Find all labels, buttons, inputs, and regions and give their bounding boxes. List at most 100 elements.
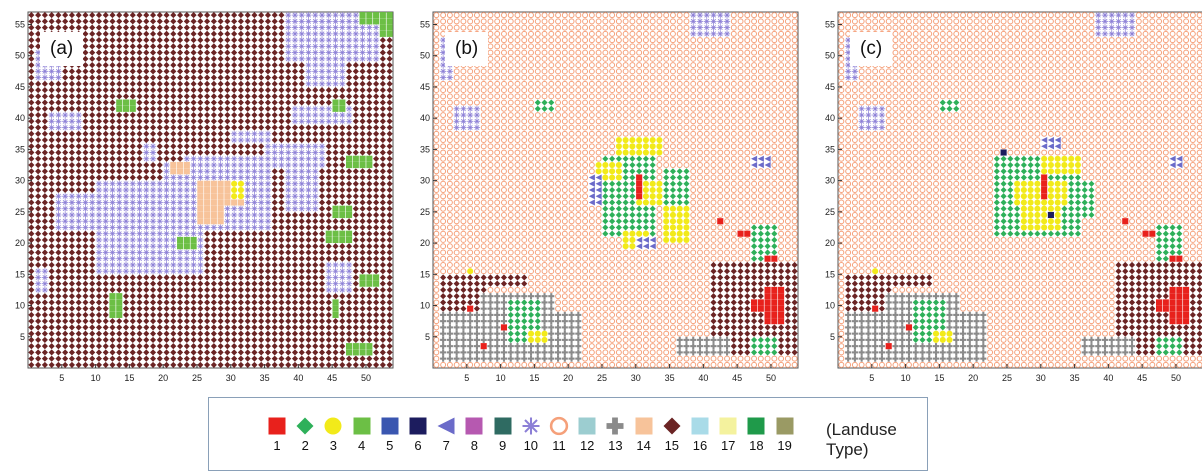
landuse-cell xyxy=(197,218,203,224)
landuse-cell xyxy=(602,168,608,174)
landuse-cell xyxy=(332,43,338,49)
landuse-cell xyxy=(305,106,311,112)
landuse-cell xyxy=(623,149,629,155)
landuse-cell xyxy=(245,156,251,162)
landuse-cell xyxy=(136,231,142,237)
landuse-cell xyxy=(197,156,203,162)
x-tick-label: 15 xyxy=(124,373,134,383)
landuse-cell xyxy=(103,231,109,237)
landuse-cell xyxy=(650,187,656,193)
landuse-cell xyxy=(319,50,325,56)
landuse-cell xyxy=(211,174,217,180)
landuse-cell xyxy=(332,106,338,112)
landuse-cell xyxy=(82,218,88,224)
landuse-cell xyxy=(224,193,230,199)
landuse-cell xyxy=(136,181,142,187)
x-tick-label: 40 xyxy=(293,373,303,383)
landuse-cell xyxy=(231,187,237,193)
landuse-cell xyxy=(373,281,379,287)
landuse-cell xyxy=(285,174,291,180)
landuse-cell xyxy=(157,218,163,224)
landuse-cell xyxy=(89,218,95,224)
landuse-cell xyxy=(123,199,129,205)
landuse-cell xyxy=(211,224,217,230)
landuse-cell xyxy=(265,206,271,212)
landuse-cell xyxy=(69,212,75,218)
landuse-cell xyxy=(312,75,318,81)
landuse-cell xyxy=(89,206,95,212)
landuse-cell xyxy=(191,199,197,205)
landuse-cell xyxy=(305,75,311,81)
landuse-cell xyxy=(447,68,453,74)
landuse-cell xyxy=(116,312,122,318)
landuse-cell xyxy=(184,156,190,162)
landuse-cell xyxy=(238,137,244,143)
landuse-cell xyxy=(231,224,237,230)
landuse-cell xyxy=(353,12,359,18)
landuse-cell xyxy=(305,181,311,187)
landuse-cell xyxy=(130,206,136,212)
landuse-cell xyxy=(332,50,338,56)
landuse-cell xyxy=(164,174,170,180)
landuse-cell xyxy=(96,212,102,218)
landuse-cell xyxy=(62,206,68,212)
landuse-cell xyxy=(109,312,115,318)
landuse-cell xyxy=(332,100,338,106)
landuse-cell xyxy=(76,218,82,224)
landuse-cell xyxy=(353,18,359,24)
landuse-cell xyxy=(299,162,305,168)
landuse-cell xyxy=(258,168,264,174)
landuse-cell xyxy=(346,349,352,355)
landuse-cell xyxy=(76,212,82,218)
landuse-cell xyxy=(265,131,271,137)
landuse-cell xyxy=(332,268,338,274)
landuse-cell xyxy=(265,143,271,149)
landuse-cell xyxy=(164,162,170,168)
landuse-cell xyxy=(380,12,386,18)
landuse-cell xyxy=(109,231,115,237)
landuse-cell xyxy=(643,193,649,199)
landuse-cell xyxy=(109,218,115,224)
landuse-cell xyxy=(96,218,102,224)
landuse-cell xyxy=(184,174,190,180)
landuse-cell xyxy=(35,287,41,293)
landuse-cell xyxy=(184,243,190,249)
landuse-cell xyxy=(319,62,325,68)
landuse-cell xyxy=(319,106,325,112)
landuse-cell xyxy=(312,199,318,205)
landuse-cell xyxy=(35,75,41,81)
landuse-cell xyxy=(312,68,318,74)
landuse-cell xyxy=(265,199,271,205)
landuse-cell xyxy=(258,187,264,193)
landuse-cell xyxy=(76,206,82,212)
landuse-cell xyxy=(339,106,345,112)
landuse-cell xyxy=(150,249,156,255)
landuse-cell xyxy=(130,212,136,218)
landuse-cell xyxy=(143,224,149,230)
landuse-cell xyxy=(251,193,257,199)
landuse-cell xyxy=(454,124,460,130)
landuse-cell xyxy=(366,56,372,62)
landuse-cell xyxy=(447,75,453,81)
landuse-cell xyxy=(299,199,305,205)
landuse-cell xyxy=(265,162,271,168)
landuse-cell xyxy=(89,212,95,218)
landuse-cell xyxy=(130,256,136,262)
x-tick-label: 50 xyxy=(361,373,371,383)
landuse-cell xyxy=(103,249,109,255)
landuse-cell xyxy=(143,243,149,249)
landuse-cell xyxy=(299,181,305,187)
landuse-cell xyxy=(339,118,345,124)
landuse-cell xyxy=(292,25,298,31)
landuse-cell xyxy=(305,43,311,49)
landuse-cell xyxy=(109,306,115,312)
landuse-cell xyxy=(42,75,48,81)
landuse-cell xyxy=(285,156,291,162)
landuse-cell xyxy=(292,143,298,149)
landuse-cell xyxy=(177,187,183,193)
landuse-cell xyxy=(69,118,75,124)
landuse-cell xyxy=(387,12,393,18)
landuse-cell xyxy=(305,25,311,31)
landuse-cell xyxy=(191,168,197,174)
